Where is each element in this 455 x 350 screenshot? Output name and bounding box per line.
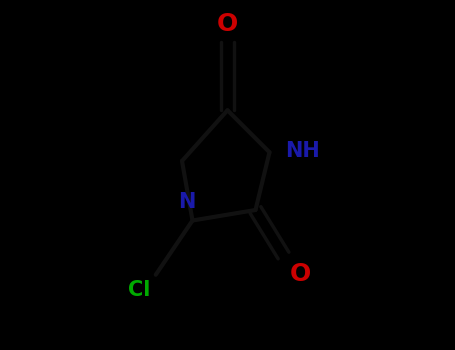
Text: NH: NH — [285, 140, 320, 161]
Text: O: O — [217, 12, 238, 36]
Text: O: O — [290, 262, 311, 286]
Text: Cl: Cl — [128, 280, 151, 300]
Text: N: N — [178, 192, 196, 212]
